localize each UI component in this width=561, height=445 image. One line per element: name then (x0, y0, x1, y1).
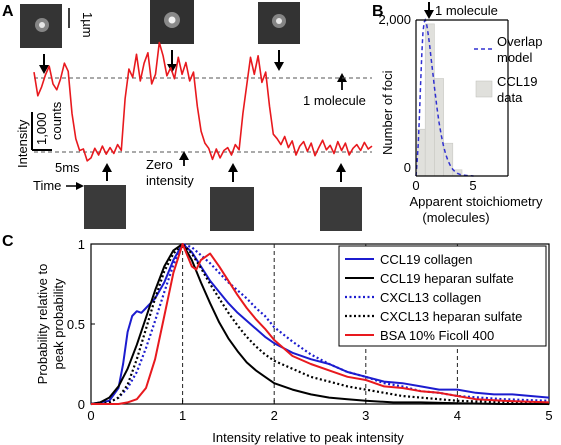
noise-image-3 (320, 187, 362, 231)
panel-b-ytick-zero: 0 (404, 160, 411, 175)
arrow-image-3 (274, 50, 284, 71)
counts-unit-label: counts (49, 101, 64, 140)
ytick-label-0.5: 0.5 (67, 317, 85, 332)
series-line-ccl19-heparan-sulfate (90, 243, 549, 405)
series-line-cxcl13-heparan-sulfate (90, 242, 550, 406)
panel-b-xlabel-line1: Apparent stoichiometry (410, 194, 543, 209)
counts-value-label: 1,000 (34, 112, 49, 145)
legend-overlap-line2: model (497, 50, 533, 65)
xtick-label-2: 2 (271, 408, 278, 423)
arrow-image-2 (167, 50, 177, 73)
panel-b-xlabel-line2: (molecules) (422, 210, 489, 225)
xtick-label-5: 5 (545, 408, 552, 423)
intensity-label: Intensity (15, 119, 30, 168)
intensity-trace (33, 41, 373, 162)
series-line-bsa-ficoll (91, 243, 550, 405)
panel-b-xtick-5: 5 (469, 178, 476, 193)
histogram-bar-2 (434, 78, 444, 177)
overlap-model-curve (415, 18, 474, 177)
arrow-zero-intensity (179, 151, 189, 166)
xtick-label-4: 4 (454, 408, 461, 423)
panel-a-letter: A (2, 3, 14, 20)
panel-c-plot: 0 1 2 3 4 5 0 0.5 1 Intensity relative to peak in… (35, 237, 553, 445)
legend-data-line2: data (497, 90, 523, 105)
legend-label-ccl19-heparan-sulfate: CCL19 heparan sulfate (380, 271, 514, 286)
spot-image-1-core (39, 22, 45, 28)
panel-b-peak-arrow (424, 2, 434, 19)
zero-intensity-label-line1: Zero (146, 157, 173, 172)
legend-overlap-line1: Overlap (497, 34, 543, 49)
panel-a: A 1µm (2, 0, 373, 231)
panel-c-letter: C (2, 233, 14, 250)
panel-c-xlabel: Intensity relative to peak intensity (212, 430, 404, 445)
xtick-label-1: 1 (179, 408, 186, 423)
time-scale-label: 5ms (55, 160, 80, 175)
panel-b-ytick-top: 2,000 (378, 12, 411, 27)
xtick-label-3: 3 (362, 408, 369, 423)
panel-b-letter: B (372, 3, 384, 20)
series-line-cxcl13-collagen (90, 242, 550, 406)
panel-c: C 0 1 2 3 4 5 0 0.5 1 Intensity relative to peak … (2, 233, 553, 445)
panel-c-ylabel-line2: peak probability (51, 278, 66, 370)
legend-label-cxcl13-heparan-sulfate: CXCL13 heparan sulfate (380, 309, 522, 324)
legend-label-ccl19-collagen: CCL19 collagen (380, 252, 473, 267)
spot-image-2-core (168, 16, 176, 24)
panel-b-ylabel: Number of foci (380, 70, 395, 155)
xtick-label-0: 0 (87, 408, 94, 423)
arrow-image-5 (228, 163, 238, 182)
one-molecule-label: 1 molecule (303, 93, 366, 108)
panel-c-ylabel-line1: Probability relative to (35, 264, 50, 385)
arrow-image-4 (102, 163, 112, 181)
series-line-ccl19-collagen (90, 243, 550, 405)
arrow-image-1 (39, 54, 49, 74)
intensity-trace-line (33, 41, 373, 162)
noise-image-1 (84, 185, 126, 229)
zero-intensity-label-line2: intensity (146, 173, 194, 188)
overlap-model-line (415, 18, 474, 177)
ytick-label-0: 0 (78, 397, 85, 412)
panel-b-xtick-0: 0 (412, 178, 419, 193)
ytick-label-1: 1 (78, 237, 85, 252)
histogram-bar-3 (443, 142, 454, 177)
legend-label-bsa-ficoll: BSA 10% Ficoll 400 (380, 328, 494, 343)
legend-data-line1: CCL19 (497, 74, 537, 89)
time-axis-arrowhead (76, 182, 84, 190)
noise-image-2 (210, 187, 254, 231)
spot-image-3-core (276, 18, 282, 24)
panel-c-legend: CCL19 collagen CCL19 heparan sulfate CXCL1… (338, 245, 547, 347)
time-label: Time (33, 178, 61, 193)
panel-b-annotation: 1 molecule (435, 3, 498, 18)
arrow-one-molecule (337, 73, 347, 90)
panel-b: B 2,000 0 0 5 Number of foci Apparent st… (372, 2, 543, 225)
legend-label-cxcl13-collagen: CXCL13 collagen (380, 290, 481, 305)
legend-data-swatch (475, 80, 493, 98)
arrow-image-6 (336, 163, 346, 182)
micron-scale-label: 1µm (80, 12, 95, 38)
